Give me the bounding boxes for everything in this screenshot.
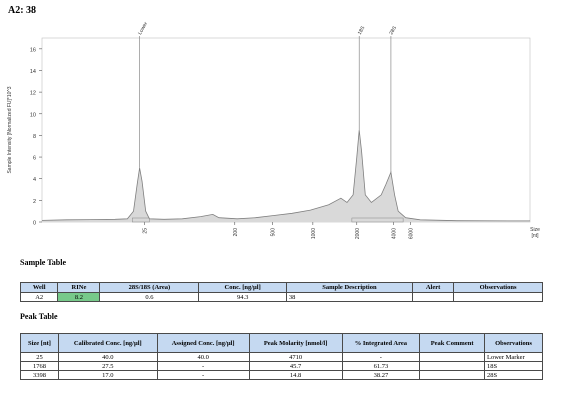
table-cell: 25 [20,352,59,362]
y-tick-label: 0 [33,221,36,227]
sample-table-label: Sample Table [20,258,67,267]
trace-line [41,129,531,222]
y-tick-label: 16 [30,47,36,53]
peak-label: 28S [388,25,398,36]
table-cell: - [341,352,421,362]
table-cell: 4710 [248,352,343,362]
sample-header: RINe [57,282,101,293]
table-cell: 45.7 [248,361,343,371]
y-axis-label: Sample Intensity [Normalized FU]*10^3 [7,86,13,173]
peak-table: Size [nt] Calibrated Conc. [ng/µl] Assigne… [20,333,543,380]
x-tick-label: 500 [271,228,277,237]
table-cell: 18S [484,361,543,371]
sample-header: Alert [411,282,455,293]
plot-area [41,37,531,223]
peak-header: % Integrated Area [341,333,421,353]
sample-header: 28S/18S (Area) [99,282,200,293]
peak-header: Calibrated Conc. [ng/µl] [57,333,158,353]
y-tick-label: 2 [33,199,36,205]
peak-label: Lower [137,21,149,36]
y-tick-label: 10 [30,112,36,118]
table-row: 1768 27.5-45.7 61.73 18S [20,361,543,371]
table-row: 3398 17.0-14.8 38.27 28S [20,370,543,380]
y-tick-label: 12 [30,91,36,97]
x-tick-label: 6000 [408,228,414,239]
table-cell: 40.0 [156,352,250,362]
y-tick-label: 4 [33,177,36,183]
sample-header: Well [19,282,59,293]
region-box [351,217,404,223]
table-cell: 61.73 [341,361,421,371]
table-cell: 8.2 [57,292,101,302]
table-cell: 14.8 [248,370,343,380]
table-cell: 3398 [20,370,59,380]
peak-header: Observations [484,333,543,353]
table-cell: A2 [19,292,59,302]
peak-header: Size [nt] [20,333,59,353]
table-row: A2 8.2 0.6 94.3 38 [19,292,543,302]
table-row: 25 40.0 40.0 4710- Lower Marker [20,352,543,362]
table-cell [419,370,486,380]
trace-area [42,130,530,222]
x-axis-label: Size [530,227,540,233]
table-cell [419,352,486,362]
x-axis-label: [nt] [532,233,540,239]
table-cell: 40.0 [57,352,158,362]
table-cell: 38 [285,292,413,302]
sample-title: A2: 38 [8,5,37,16]
sample-header: Conc. [ng/µl] [198,282,287,293]
table-cell: Lower Marker [484,352,543,362]
table-cell [419,361,486,371]
x-tick-label: 200 [233,228,239,237]
lower-marker-box [132,217,150,223]
peak-header: Assigned Conc. [ng/µl] [156,333,250,353]
sample-header: Sample Description [285,282,413,293]
table-cell: 94.3 [198,292,287,302]
x-tick-label: 4000 [391,228,397,239]
table-cell: 1768 [20,361,59,371]
x-tick-label: 25 [142,228,148,234]
table-cell: - [156,361,250,371]
table-cell: - [156,370,250,380]
x-tick-label: 2000 [355,228,361,239]
peak-header: Peak Molarity [nmol/l] [248,333,343,353]
x-tick-label: 1000 [311,228,317,239]
table-cell [411,292,455,302]
peak-table-label: Peak Table [20,312,58,321]
sample-table: Well RINe 28S/18S (Area) Conc. [ng/µl] Sampl… [19,282,543,302]
table-cell [453,292,543,302]
table-cell: 0.6 [99,292,200,302]
y-tick-label: 8 [33,134,36,140]
table-cell: 38.27 [341,370,421,380]
y-tick-label: 6 [33,156,36,162]
table-cell: 17.0 [57,370,158,380]
electropherogram-chart: 0 2 4 6 8 10 12 14 16 Sample Intensity [Normalize… [7,21,540,239]
table-cell: 27.5 [57,361,158,371]
peak-label: 18S [357,25,367,36]
table-cell: 28S [484,370,543,380]
peak-header: Peak Comment [419,333,486,353]
y-tick-label: 14 [30,69,36,75]
sample-header: Observations [453,282,543,293]
